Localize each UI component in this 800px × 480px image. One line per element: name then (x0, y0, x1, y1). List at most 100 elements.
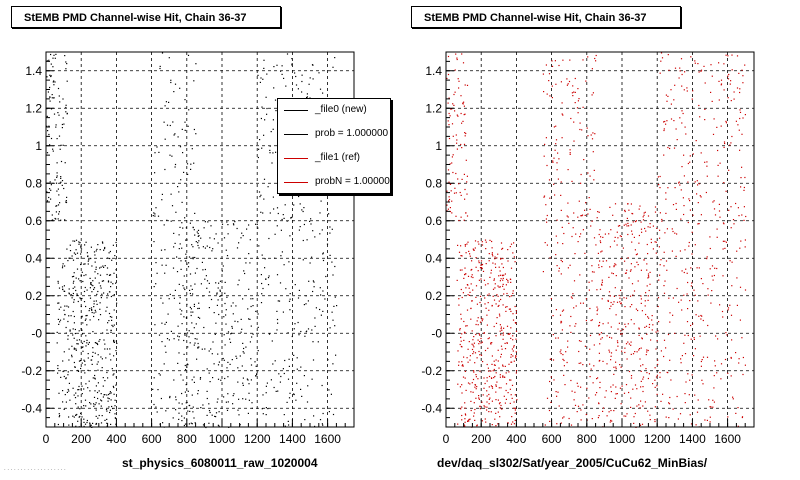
data-point (702, 283, 704, 285)
data-point (455, 215, 457, 217)
data-point (469, 383, 471, 385)
data-point (558, 270, 560, 272)
data-point (94, 271, 96, 273)
y-tick-label: 0.6 (425, 214, 442, 228)
data-point (613, 410, 615, 412)
data-point (199, 377, 202, 379)
data-point (106, 371, 108, 374)
data-point (587, 56, 589, 58)
x-tick-label: 1200 (644, 432, 671, 446)
data-point (627, 203, 629, 205)
data-point (287, 378, 290, 380)
data-point (180, 374, 182, 376)
data-point (89, 402, 91, 404)
data-point (713, 200, 715, 202)
data-point (659, 187, 661, 189)
data-point (460, 216, 462, 218)
data-point (495, 303, 497, 305)
data-point (594, 394, 597, 396)
data-point (728, 169, 730, 171)
data-point (154, 213, 156, 215)
data-point (569, 153, 571, 155)
data-point (598, 352, 600, 354)
data-point (97, 290, 99, 293)
data-point (488, 293, 490, 295)
data-point (188, 423, 190, 425)
data-point (60, 144, 62, 146)
data-point (273, 208, 275, 210)
data-point (186, 366, 188, 368)
data-point (113, 341, 115, 343)
data-point (638, 404, 640, 406)
data-point (712, 201, 714, 203)
data-point (172, 121, 174, 123)
data-point (181, 323, 183, 325)
data-point (709, 406, 711, 408)
data-point (632, 213, 634, 215)
data-point (209, 237, 211, 239)
data-point (730, 142, 732, 144)
data-point (192, 258, 194, 260)
data-point (727, 416, 729, 418)
data-point (51, 94, 53, 96)
data-point (667, 54, 669, 56)
data-point (155, 207, 157, 209)
data-point (601, 250, 603, 252)
data-point (711, 75, 713, 77)
data-point (643, 259, 645, 261)
data-point (494, 364, 496, 366)
data-point (229, 338, 231, 340)
data-point (737, 425, 739, 427)
data-point (709, 416, 711, 418)
data-point (208, 372, 210, 374)
data-point (202, 269, 204, 271)
data-point (46, 152, 49, 154)
data-point (271, 340, 273, 342)
data-point (477, 317, 479, 319)
data-point (691, 282, 693, 284)
data-point (502, 365, 504, 367)
data-point (224, 292, 226, 294)
data-point (741, 416, 743, 419)
data-point (626, 269, 628, 271)
data-point (206, 414, 208, 416)
data-point (503, 274, 505, 276)
data-point (709, 236, 711, 238)
data-point (656, 227, 658, 229)
data-point (601, 266, 603, 268)
data-point (605, 390, 607, 392)
data-point (717, 175, 719, 177)
data-point (612, 384, 614, 386)
data-point (106, 394, 108, 396)
data-point (687, 373, 689, 375)
data-point (588, 397, 590, 399)
data-point (575, 323, 577, 325)
data-point (239, 424, 241, 426)
data-point (180, 268, 182, 270)
data-point (73, 299, 75, 301)
data-point (75, 277, 77, 279)
data-point (478, 333, 480, 335)
data-point (610, 229, 612, 231)
data-point (543, 155, 545, 157)
data-point (257, 326, 259, 328)
data-point (260, 302, 263, 304)
data-point (481, 341, 483, 343)
data-point (550, 376, 552, 378)
data-point (472, 391, 474, 393)
data-point (727, 75, 729, 77)
data-point (303, 375, 305, 377)
data-point (448, 112, 450, 115)
data-point (694, 181, 696, 183)
data-point (503, 288, 505, 290)
data-point (502, 257, 504, 260)
data-point (502, 266, 504, 269)
data-point (608, 349, 610, 351)
data-point (273, 66, 275, 68)
data-point (52, 81, 54, 83)
data-point (258, 191, 261, 193)
data-point (270, 379, 272, 381)
data-point (450, 190, 452, 192)
data-point (295, 399, 297, 401)
data-point (185, 369, 187, 371)
